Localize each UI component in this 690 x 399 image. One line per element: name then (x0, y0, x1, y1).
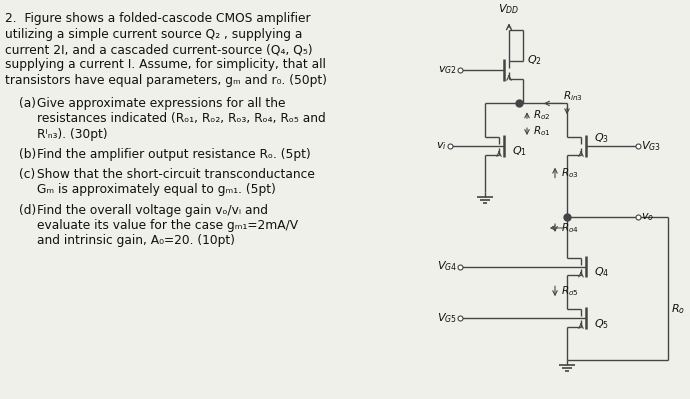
Text: Find the amplifier output resistance Rₒ. (5pt): Find the amplifier output resistance Rₒ.… (37, 148, 310, 161)
Text: $Q_4$: $Q_4$ (594, 266, 609, 279)
Text: (a): (a) (19, 97, 36, 110)
Text: supplying a current I. Assume, for simplicity, that all: supplying a current I. Assume, for simpl… (5, 58, 326, 71)
Text: Gₘ is approximately equal to gₘ₁. (5pt): Gₘ is approximately equal to gₘ₁. (5pt) (37, 184, 276, 196)
Text: $v_i$: $v_i$ (436, 140, 447, 152)
Text: $v_o$: $v_o$ (641, 211, 654, 223)
Text: (d): (d) (19, 204, 37, 217)
Text: $V_{G5}$: $V_{G5}$ (437, 311, 457, 325)
Text: $R_{o1}$: $R_{o1}$ (533, 124, 551, 138)
Text: Find the overall voltage gain vₒ/vᵢ and: Find the overall voltage gain vₒ/vᵢ and (37, 204, 268, 217)
Text: evaluate its value for the case gₘ₁=2mA/V: evaluate its value for the case gₘ₁=2mA/… (37, 219, 298, 232)
Text: resistances indicated (Rₒ₁, Rₒ₂, Rₒ₃, Rₒ₄, Rₒ₅ and: resistances indicated (Rₒ₁, Rₒ₂, Rₒ₃, Rₒ… (37, 112, 326, 125)
Text: Give approximate expressions for all the: Give approximate expressions for all the (37, 97, 286, 110)
Text: $R_o$: $R_o$ (671, 302, 685, 316)
Text: $R_{o4}$: $R_{o4}$ (561, 221, 579, 235)
Text: current 2I, and a cascaded current-source (Q₄, Q₅): current 2I, and a cascaded current-sourc… (5, 43, 313, 56)
Text: $v_{G2}$: $v_{G2}$ (438, 64, 457, 76)
Text: $Q_3$: $Q_3$ (594, 131, 609, 145)
Text: utilizing a simple current source Q₂ , supplying a: utilizing a simple current source Q₂ , s… (5, 28, 302, 41)
Text: $R_{in3}$: $R_{in3}$ (563, 90, 583, 103)
Text: $V_{G3}$: $V_{G3}$ (641, 139, 661, 153)
Text: 2.  Figure shows a folded-cascode CMOS amplifier: 2. Figure shows a folded-cascode CMOS am… (5, 12, 310, 26)
Text: $V_{G4}$: $V_{G4}$ (437, 260, 457, 273)
Text: $R_{o3}$: $R_{o3}$ (561, 166, 579, 180)
Text: $V_{DD}$: $V_{DD}$ (498, 3, 520, 16)
Text: $Q_2$: $Q_2$ (527, 53, 542, 67)
Text: $Q_1$: $Q_1$ (512, 144, 527, 158)
Text: $Q_5$: $Q_5$ (594, 317, 609, 331)
Text: (c): (c) (19, 168, 35, 181)
Text: transistors have equal parameters, gₘ and r₀. (50pt): transistors have equal parameters, gₘ an… (5, 74, 327, 87)
Text: $R_{o2}$: $R_{o2}$ (533, 109, 551, 122)
Text: Show that the short-circuit transconductance: Show that the short-circuit transconduct… (37, 168, 315, 181)
Text: $R_{o5}$: $R_{o5}$ (561, 284, 579, 298)
Text: Rᴵₙ₃). (30pt): Rᴵₙ₃). (30pt) (37, 128, 108, 140)
Text: (b): (b) (19, 148, 37, 161)
Text: and intrinsic gain, A₀=20. (10pt): and intrinsic gain, A₀=20. (10pt) (37, 234, 235, 247)
